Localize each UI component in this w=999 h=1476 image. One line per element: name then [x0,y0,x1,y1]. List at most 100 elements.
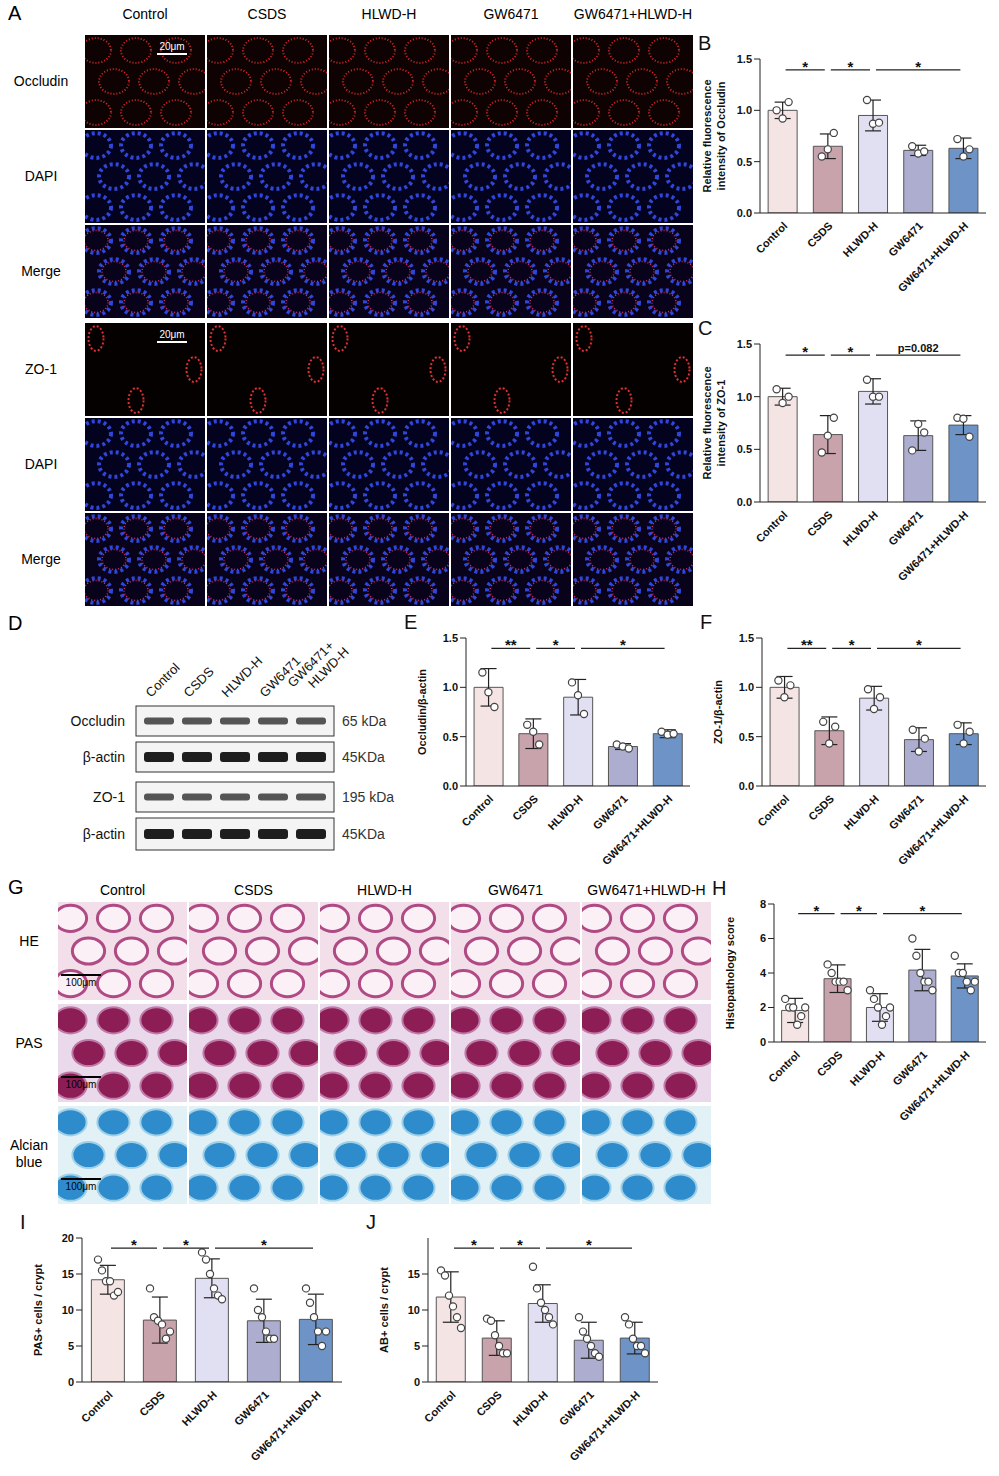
svg-text:0.0: 0.0 [737,207,752,219]
svg-text:GW6471+HLWD-H: GW6471+HLWD-H [567,1388,642,1463]
svg-text:GW6471: GW6471 [886,508,925,547]
svg-text:HLWD-H: HLWD-H [179,1388,219,1428]
svg-text:AB+ cells / crypt: AB+ cells / crypt [378,1267,390,1353]
svg-text:2: 2 [760,1001,766,1013]
svg-text:Control: Control [143,660,183,700]
svg-text:β-actin: β-actin [83,826,125,842]
svg-text:0.5: 0.5 [737,156,752,168]
svg-text:intensity of Occludin: intensity of Occludin [715,81,727,190]
svg-text:β-actin: β-actin [83,749,125,765]
svg-text:**: ** [801,636,813,653]
svg-text:*: * [915,58,921,75]
svg-text:1.0: 1.0 [739,681,754,693]
svg-text:1.5: 1.5 [739,632,754,644]
svg-text:**: ** [505,636,517,653]
svg-text:*: * [802,343,808,360]
svg-text:65 kDa: 65 kDa [342,713,387,729]
svg-text:0.5: 0.5 [443,731,458,743]
svg-text:*: * [856,902,862,919]
svg-text:PAS+ cells / crypt: PAS+ cells / crypt [32,1264,44,1356]
svg-text:0: 0 [68,1376,74,1388]
svg-text:15: 15 [62,1268,74,1280]
svg-text:6: 6 [760,932,766,944]
svg-text:*: * [802,58,808,75]
svg-text:HLWD-H: HLWD-H [510,1388,550,1428]
svg-text:1.0: 1.0 [737,104,752,116]
svg-text:GW6471: GW6471 [890,1048,929,1087]
svg-text:CSDS: CSDS [510,792,540,822]
svg-text:intensity of ZO-1: intensity of ZO-1 [715,380,727,467]
svg-text:CSDS: CSDS [805,508,835,538]
svg-text:Occludin/β-actin: Occludin/β-actin [416,669,428,755]
svg-text:Occludin: Occludin [71,713,125,729]
svg-text:1.0: 1.0 [443,681,458,693]
svg-text:GW6471: GW6471 [591,792,630,831]
svg-text:Control: Control [755,792,791,828]
svg-text:0.5: 0.5 [737,443,752,455]
svg-text:*: * [471,1236,477,1253]
svg-text:0: 0 [760,1036,766,1048]
svg-text:GW6471+HLWD-H: GW6471+HLWD-H [600,792,675,867]
svg-text:5: 5 [414,1340,420,1352]
svg-text:GW6471+HLWD-H: GW6471+HLWD-H [896,508,971,583]
svg-text:CSDS: CSDS [806,792,836,822]
svg-text:0.0: 0.0 [443,780,458,792]
svg-text:Control: Control [79,1388,115,1424]
svg-text:0: 0 [414,1376,420,1388]
svg-text:10: 10 [408,1304,420,1316]
svg-text:*: * [131,1236,137,1253]
svg-text:HLWD-H: HLWD-H [841,792,881,832]
svg-text:*: * [813,902,819,919]
svg-text:0.0: 0.0 [737,496,752,508]
svg-text:*: * [517,1236,523,1253]
svg-text:CSDS: CSDS [474,1388,504,1418]
svg-text:p=0.082: p=0.082 [898,342,939,354]
svg-text:*: * [847,58,853,75]
svg-text:0.5: 0.5 [739,731,754,743]
svg-text:*: * [847,343,853,360]
svg-text:GW6471: GW6471 [557,1388,596,1427]
svg-text:HLWD-H: HLWD-H [840,508,880,548]
svg-text:CSDS: CSDS [814,1048,844,1078]
svg-text:*: * [620,636,626,653]
svg-text:GW6471+HLWD-H: GW6471+HLWD-H [897,1048,972,1123]
svg-text:8: 8 [760,898,766,910]
svg-text:ZO-1/β-actin: ZO-1/β-actin [712,680,724,744]
svg-text:45KDa: 45KDa [342,826,385,842]
svg-text:Control: Control [766,1048,802,1084]
svg-text:GW6471+HLWD-H: GW6471+HLWD-H [896,792,971,867]
svg-text:GW6471+HLWD-H: GW6471+HLWD-H [285,634,352,701]
svg-text:0.0: 0.0 [739,780,754,792]
svg-text:15: 15 [408,1268,420,1280]
svg-text:CSDS: CSDS [137,1388,167,1418]
svg-text:CSDS: CSDS [181,664,217,700]
svg-text:GW6471+HLWD-H: GW6471+HLWD-H [896,219,971,294]
svg-text:1.5: 1.5 [443,632,458,644]
svg-text:Control: Control [459,792,495,828]
svg-text:GW6471: GW6471 [886,219,925,258]
svg-text:Control: Control [753,219,789,255]
svg-text:GW6471+HLWD-H: GW6471+HLWD-H [248,1388,323,1463]
svg-text:10: 10 [62,1304,74,1316]
svg-text:GW6471: GW6471 [887,792,926,831]
svg-text:*: * [553,636,559,653]
svg-text:1.0: 1.0 [737,391,752,403]
svg-text:*: * [261,1236,267,1253]
svg-text:Relative fluorescence: Relative fluorescence [701,79,713,192]
svg-text:Control: Control [753,508,789,544]
svg-text:HLWD-H: HLWD-H [219,653,266,700]
svg-text:*: * [916,636,922,653]
svg-text:1.5: 1.5 [737,53,752,65]
svg-text:HLWD-H: HLWD-H [840,219,880,259]
svg-text:*: * [919,902,925,919]
svg-text:GW6471: GW6471 [232,1388,271,1427]
svg-text:20: 20 [62,1232,74,1244]
svg-text:*: * [183,1236,189,1253]
svg-text:HLWD-H: HLWD-H [847,1048,887,1088]
svg-text:ZO-1: ZO-1 [93,789,125,805]
svg-text:*: * [586,1236,592,1253]
svg-text:Histopathology score: Histopathology score [724,917,736,1029]
svg-text:1.5: 1.5 [737,338,752,350]
svg-text:Control: Control [422,1388,458,1424]
svg-text:CSDS: CSDS [805,219,835,249]
